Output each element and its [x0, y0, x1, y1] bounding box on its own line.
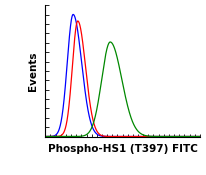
- X-axis label: Phospho-HS1 (T397) FITC: Phospho-HS1 (T397) FITC: [48, 144, 198, 154]
- Y-axis label: Events: Events: [28, 51, 38, 91]
